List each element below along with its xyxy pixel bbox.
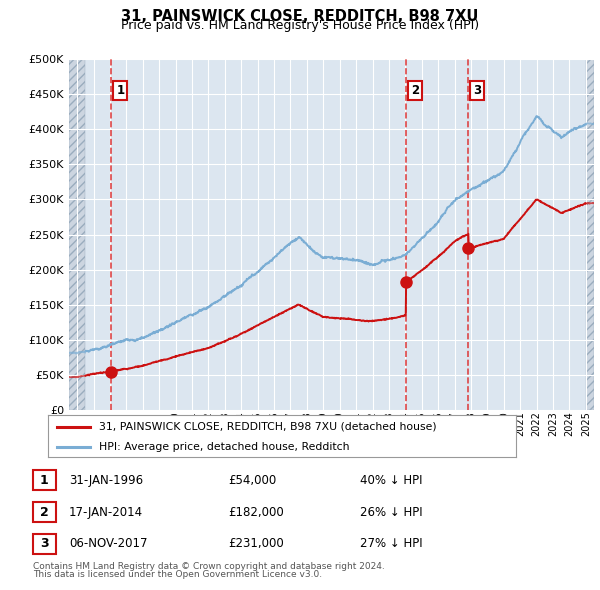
Text: 06-NOV-2017: 06-NOV-2017 [69,537,148,550]
Text: 31, PAINSWICK CLOSE, REDDITCH, B98 7XU: 31, PAINSWICK CLOSE, REDDITCH, B98 7XU [121,9,479,24]
Text: 1: 1 [40,474,49,487]
Text: 2: 2 [40,506,49,519]
Text: 31, PAINSWICK CLOSE, REDDITCH, B98 7XU (detached house): 31, PAINSWICK CLOSE, REDDITCH, B98 7XU (… [100,422,437,432]
Text: HPI: Average price, detached house, Redditch: HPI: Average price, detached house, Redd… [100,442,350,451]
Bar [586,59,594,410]
Text: 40% ↓ HPI: 40% ↓ HPI [360,474,422,487]
Text: 17-JAN-2014: 17-JAN-2014 [69,506,143,519]
Text: Contains HM Land Registry data © Crown copyright and database right 2024.: Contains HM Land Registry data © Crown c… [33,562,385,572]
Text: £231,000: £231,000 [228,537,284,550]
Text: £182,000: £182,000 [228,506,284,519]
Text: 3: 3 [473,84,482,97]
Text: 3: 3 [40,537,49,550]
Text: Price paid vs. HM Land Registry's House Price Index (HPI): Price paid vs. HM Land Registry's House … [121,19,479,32]
Text: This data is licensed under the Open Government Licence v3.0.: This data is licensed under the Open Gov… [33,570,322,579]
Text: £54,000: £54,000 [228,474,276,487]
Text: 27% ↓ HPI: 27% ↓ HPI [360,537,422,550]
Bar [69,59,85,410]
Text: 31-JAN-1996: 31-JAN-1996 [69,474,143,487]
Text: 26% ↓ HPI: 26% ↓ HPI [360,506,422,519]
Text: 1: 1 [116,84,124,97]
Text: 2: 2 [411,84,419,97]
